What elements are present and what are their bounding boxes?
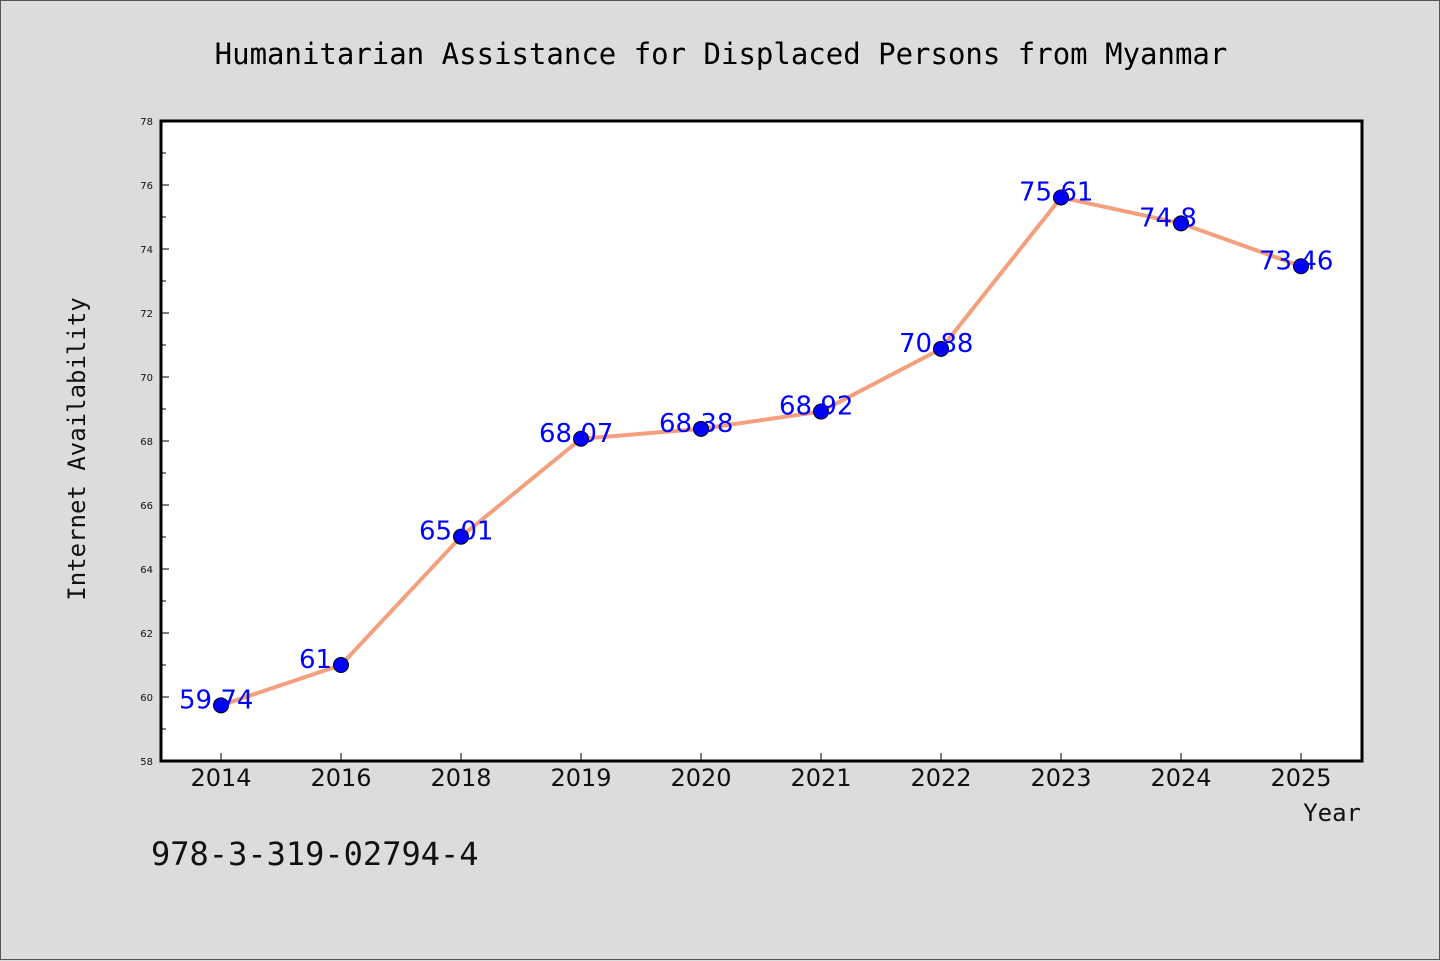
data-value-label: 59.74 xyxy=(179,685,253,715)
y-axis-ticks: 58 60 62 64 66 68 70 72 74 76 78 xyxy=(140,117,169,768)
x-tick-label: 2016 xyxy=(310,764,371,792)
data-point-marker xyxy=(573,430,589,447)
data-point-marker xyxy=(693,420,709,437)
x-tick-label: 2014 xyxy=(190,764,251,792)
data-point-marker xyxy=(1293,258,1309,275)
y-axis-label: Internet Availability xyxy=(63,297,91,600)
data-value-label: 75.61 xyxy=(1019,177,1093,207)
series-line-group xyxy=(219,195,1303,708)
x-tick-label: 2021 xyxy=(790,764,851,792)
y-tick-label: 74 xyxy=(140,245,153,256)
data-value-label: 74.8 xyxy=(1139,203,1197,233)
y-tick-label: 62 xyxy=(140,629,153,640)
y-tick-label: 60 xyxy=(140,693,153,704)
data-value-label: 68.92 xyxy=(779,392,853,422)
series-line xyxy=(219,195,1303,708)
data-point-marker xyxy=(933,340,949,357)
y-tick-label: 78 xyxy=(140,117,153,128)
isbn-caption: 978-3-319-02794-4 xyxy=(151,835,479,873)
x-tick-label: 2018 xyxy=(430,764,491,792)
x-axis-label: Year xyxy=(1303,799,1361,827)
data-value-label: 68.38 xyxy=(659,409,733,439)
data-labels: 59.74 61 65.01 68.07 68.38 68.92 70.88 75.61 74.… xyxy=(179,177,1333,715)
x-tick-label: 2022 xyxy=(910,764,971,792)
data-value-label: 61 xyxy=(299,645,332,675)
data-point-marker xyxy=(1053,189,1069,206)
x-axis-ticks: 2014 2016 2018 2019 2020 2021 2022 2023 2024 2025 xyxy=(190,753,1332,792)
data-point-marker xyxy=(453,528,469,545)
chart-title: Humanitarian Assistance for Displaced Pe… xyxy=(215,37,1228,71)
data-value-label: 70.88 xyxy=(899,329,973,359)
data-value-label: 65.01 xyxy=(419,517,493,547)
data-value-label: 68.07 xyxy=(539,419,613,449)
data-point-marker xyxy=(813,403,829,420)
x-tick-label: 2025 xyxy=(1270,764,1331,792)
x-tick-label: 2024 xyxy=(1150,764,1211,792)
y-tick-label: 66 xyxy=(140,501,153,512)
y-tick-label: 68 xyxy=(140,437,153,448)
x-tick-label: 2023 xyxy=(1030,764,1091,792)
y-tick-label: 76 xyxy=(140,181,153,192)
plot-area xyxy=(159,119,1364,763)
data-point-marker xyxy=(333,657,349,673)
data-point-marker xyxy=(213,697,229,714)
data-value-label: 73.46 xyxy=(1259,246,1333,276)
y-tick-label: 70 xyxy=(140,373,153,384)
series-markers xyxy=(213,189,1309,714)
x-tick-label: 2020 xyxy=(670,764,731,792)
data-point-marker xyxy=(1173,215,1189,232)
x-tick-label: 2019 xyxy=(550,764,611,792)
y-tick-label: 58 xyxy=(140,757,153,768)
y-tick-label: 64 xyxy=(140,565,153,576)
y-tick-label: 72 xyxy=(140,309,153,320)
